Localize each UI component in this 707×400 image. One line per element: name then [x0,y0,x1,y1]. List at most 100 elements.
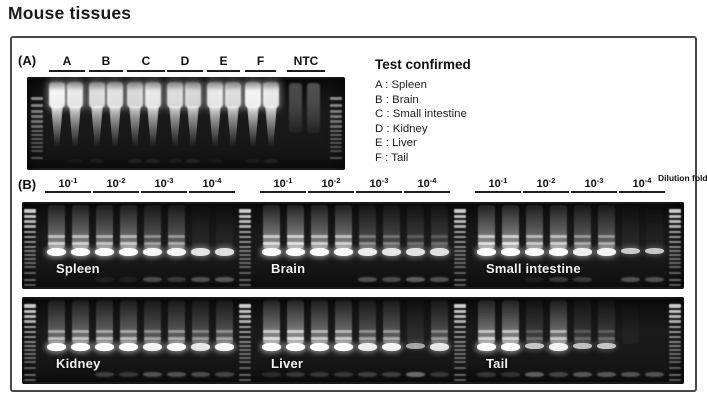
primer-dimer-band [191,276,210,282]
dilution-label: 10-1 [475,176,521,193]
main-pcr-band [525,343,544,350]
dna-ladder-lane [329,77,343,170]
gel-lane [119,297,138,384]
lane-smear-tail [265,105,277,147]
ladder-band [454,271,466,274]
faint-bottom-band [168,158,182,163]
lane-smear-tail [91,105,103,147]
primer-dimer-band [95,371,114,377]
legend-item: B : Brain [375,93,419,106]
dilution-base: 10 [584,178,597,190]
gel-lane [143,297,162,384]
ladder-band [669,353,681,356]
primer-dimer-band [215,276,234,282]
primer-dimer-band [167,276,186,282]
primer-dimer-band [358,371,377,377]
gel-segment: Kidney [38,297,237,384]
gel-lane [215,202,234,289]
gel-lane [262,202,281,289]
main-pcr-band [501,248,520,257]
ladder-band [330,146,342,149]
lane-group-label: A [49,54,85,72]
dilution-label: 10-2 [93,176,139,193]
primer-dimer-band [430,371,449,377]
ladder-band [239,335,251,339]
ladder-band [454,335,466,339]
ladder-band [24,357,36,360]
ladder-band [31,150,43,153]
main-pcr-band [119,248,138,257]
gel-lane [167,297,186,384]
lane-smear [263,205,280,249]
ladder-band [454,225,466,229]
sub-band [335,330,352,333]
lane-smear [574,205,591,249]
main-pcr-band [477,248,496,257]
lane-smear [307,82,320,133]
lane-smear [96,300,113,344]
lane-smear [287,300,304,344]
sub-band [526,242,543,246]
ladder-band [31,109,43,113]
ladder-band [669,366,681,369]
ladder-band [239,254,251,257]
ladder-band [239,271,251,274]
sub-band [168,337,185,341]
ladder-band [239,309,251,314]
primer-dimer-band [525,276,544,282]
ladder-band [330,137,342,141]
sub-band [48,337,65,341]
dna-ladder-lane [23,297,37,384]
gel-segment: Brain [253,202,452,289]
dna-ladder-lane [238,202,252,289]
gel-segment: Tail [468,297,667,384]
primer-dimer-band [501,371,520,377]
ladder-band [669,249,681,252]
lane-smear [478,205,495,249]
figure-frame: (A) A B C D E F NTC Test confirmed A : Spleen B… [10,36,707,392]
sub-band [574,235,591,238]
ladder-band [239,373,251,377]
gel-lane [263,77,279,170]
lane-smear-head [245,81,261,108]
lane-smear-head [225,81,241,108]
dna-ladder-lane [453,202,467,289]
sub-band [502,337,519,341]
ladder-band [24,344,36,347]
gel-lane [71,202,90,289]
main-pcr-band [286,343,305,352]
lane-smear [216,205,233,249]
main-pcr-band [358,343,377,352]
sub-band [502,242,519,246]
ladder-band [24,278,36,282]
ladder-band [239,357,251,360]
main-pcr-band [191,343,210,352]
gel-lane [358,202,377,289]
gel-lane [501,297,520,384]
panel-b-label: (B) [18,177,37,192]
faint-bottom-band [90,158,104,163]
dilution-base: 10 [202,178,215,190]
ladder-band [239,249,251,252]
gel-lane [185,77,201,170]
sub-band [144,337,161,341]
lane-smear [550,300,567,344]
sub-band [478,330,495,333]
ladder-band [454,330,466,334]
dilution-base: 10 [321,178,334,190]
lane-smear [383,300,400,344]
ladder-band [24,330,36,334]
ladder-band [454,254,466,257]
ladder-band [239,330,251,334]
sub-band [431,330,448,333]
primer-dimer-band [525,371,544,377]
sub-band [598,330,615,333]
primer-dimer-band [645,371,664,377]
sub-band [96,242,113,246]
legend-item: D : Kidney [375,122,428,135]
sub-band [96,235,113,238]
ladder-band [24,266,36,269]
dilution-exponent: -2 [118,176,126,185]
lane-smear-head [67,81,83,108]
sub-band [48,330,65,333]
